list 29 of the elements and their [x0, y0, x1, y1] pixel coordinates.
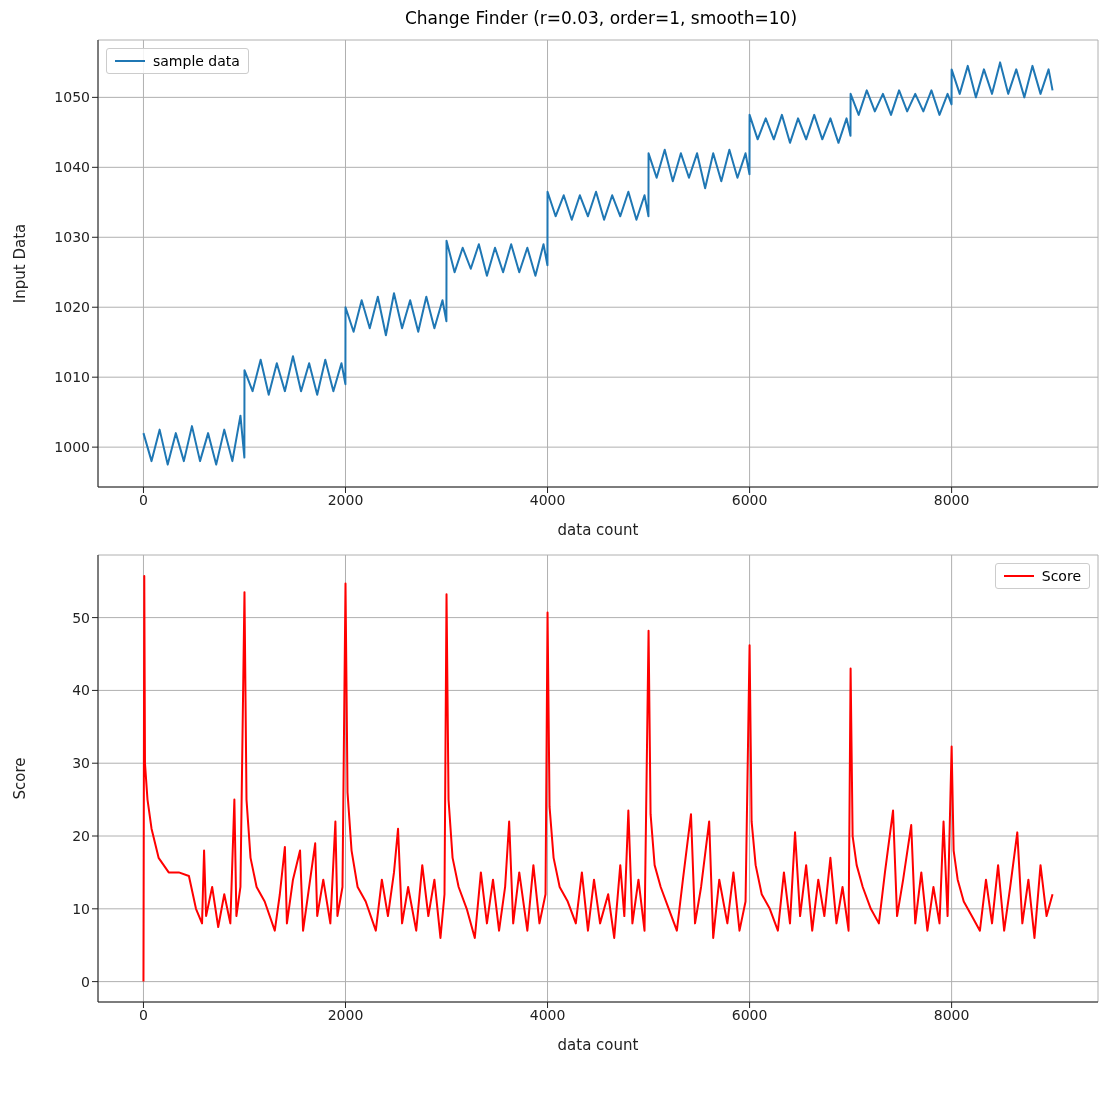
x-tick-label: 2000: [327, 491, 364, 508]
legend-label: sample data: [153, 53, 240, 69]
x-tick-label: 0: [139, 491, 148, 508]
x-tick-label: 6000: [731, 1006, 768, 1023]
y-tick-label: 20: [72, 827, 90, 844]
x-tick-label: 0: [139, 1006, 148, 1023]
y-tick-label: 10: [72, 900, 90, 917]
x-tick-label: 2000: [327, 1006, 364, 1023]
x-axis-title: data count: [557, 521, 639, 539]
y-axis-title: Input Data: [11, 223, 30, 304]
y-tick-label: 1050: [54, 89, 90, 106]
y-tick-label: 40: [72, 682, 90, 699]
y-axis-title: Score: [11, 757, 30, 800]
x-axis-title: data count: [557, 1036, 639, 1054]
x-tick-label: 4000: [529, 491, 566, 508]
y-tick-label: 1030: [54, 229, 90, 246]
chart-title: Change Finder (r=0.03, order=1, smooth=10): [403, 8, 799, 30]
x-tick-label: 8000: [933, 491, 970, 508]
y-tick-label: 1040: [54, 159, 90, 176]
y-tick-label: 1000: [54, 439, 90, 456]
legend-label: Score: [1041, 568, 1081, 584]
x-tick-label: 8000: [933, 1006, 970, 1023]
y-tick-label: 50: [72, 609, 90, 626]
y-tick-label: 30: [72, 755, 90, 772]
y-tick-label: 1010: [54, 369, 90, 386]
y-tick-label: 0: [81, 973, 90, 990]
x-tick-label: 6000: [731, 491, 768, 508]
x-tick-label: 4000: [529, 1006, 566, 1023]
y-tick-label: 1020: [54, 299, 90, 316]
